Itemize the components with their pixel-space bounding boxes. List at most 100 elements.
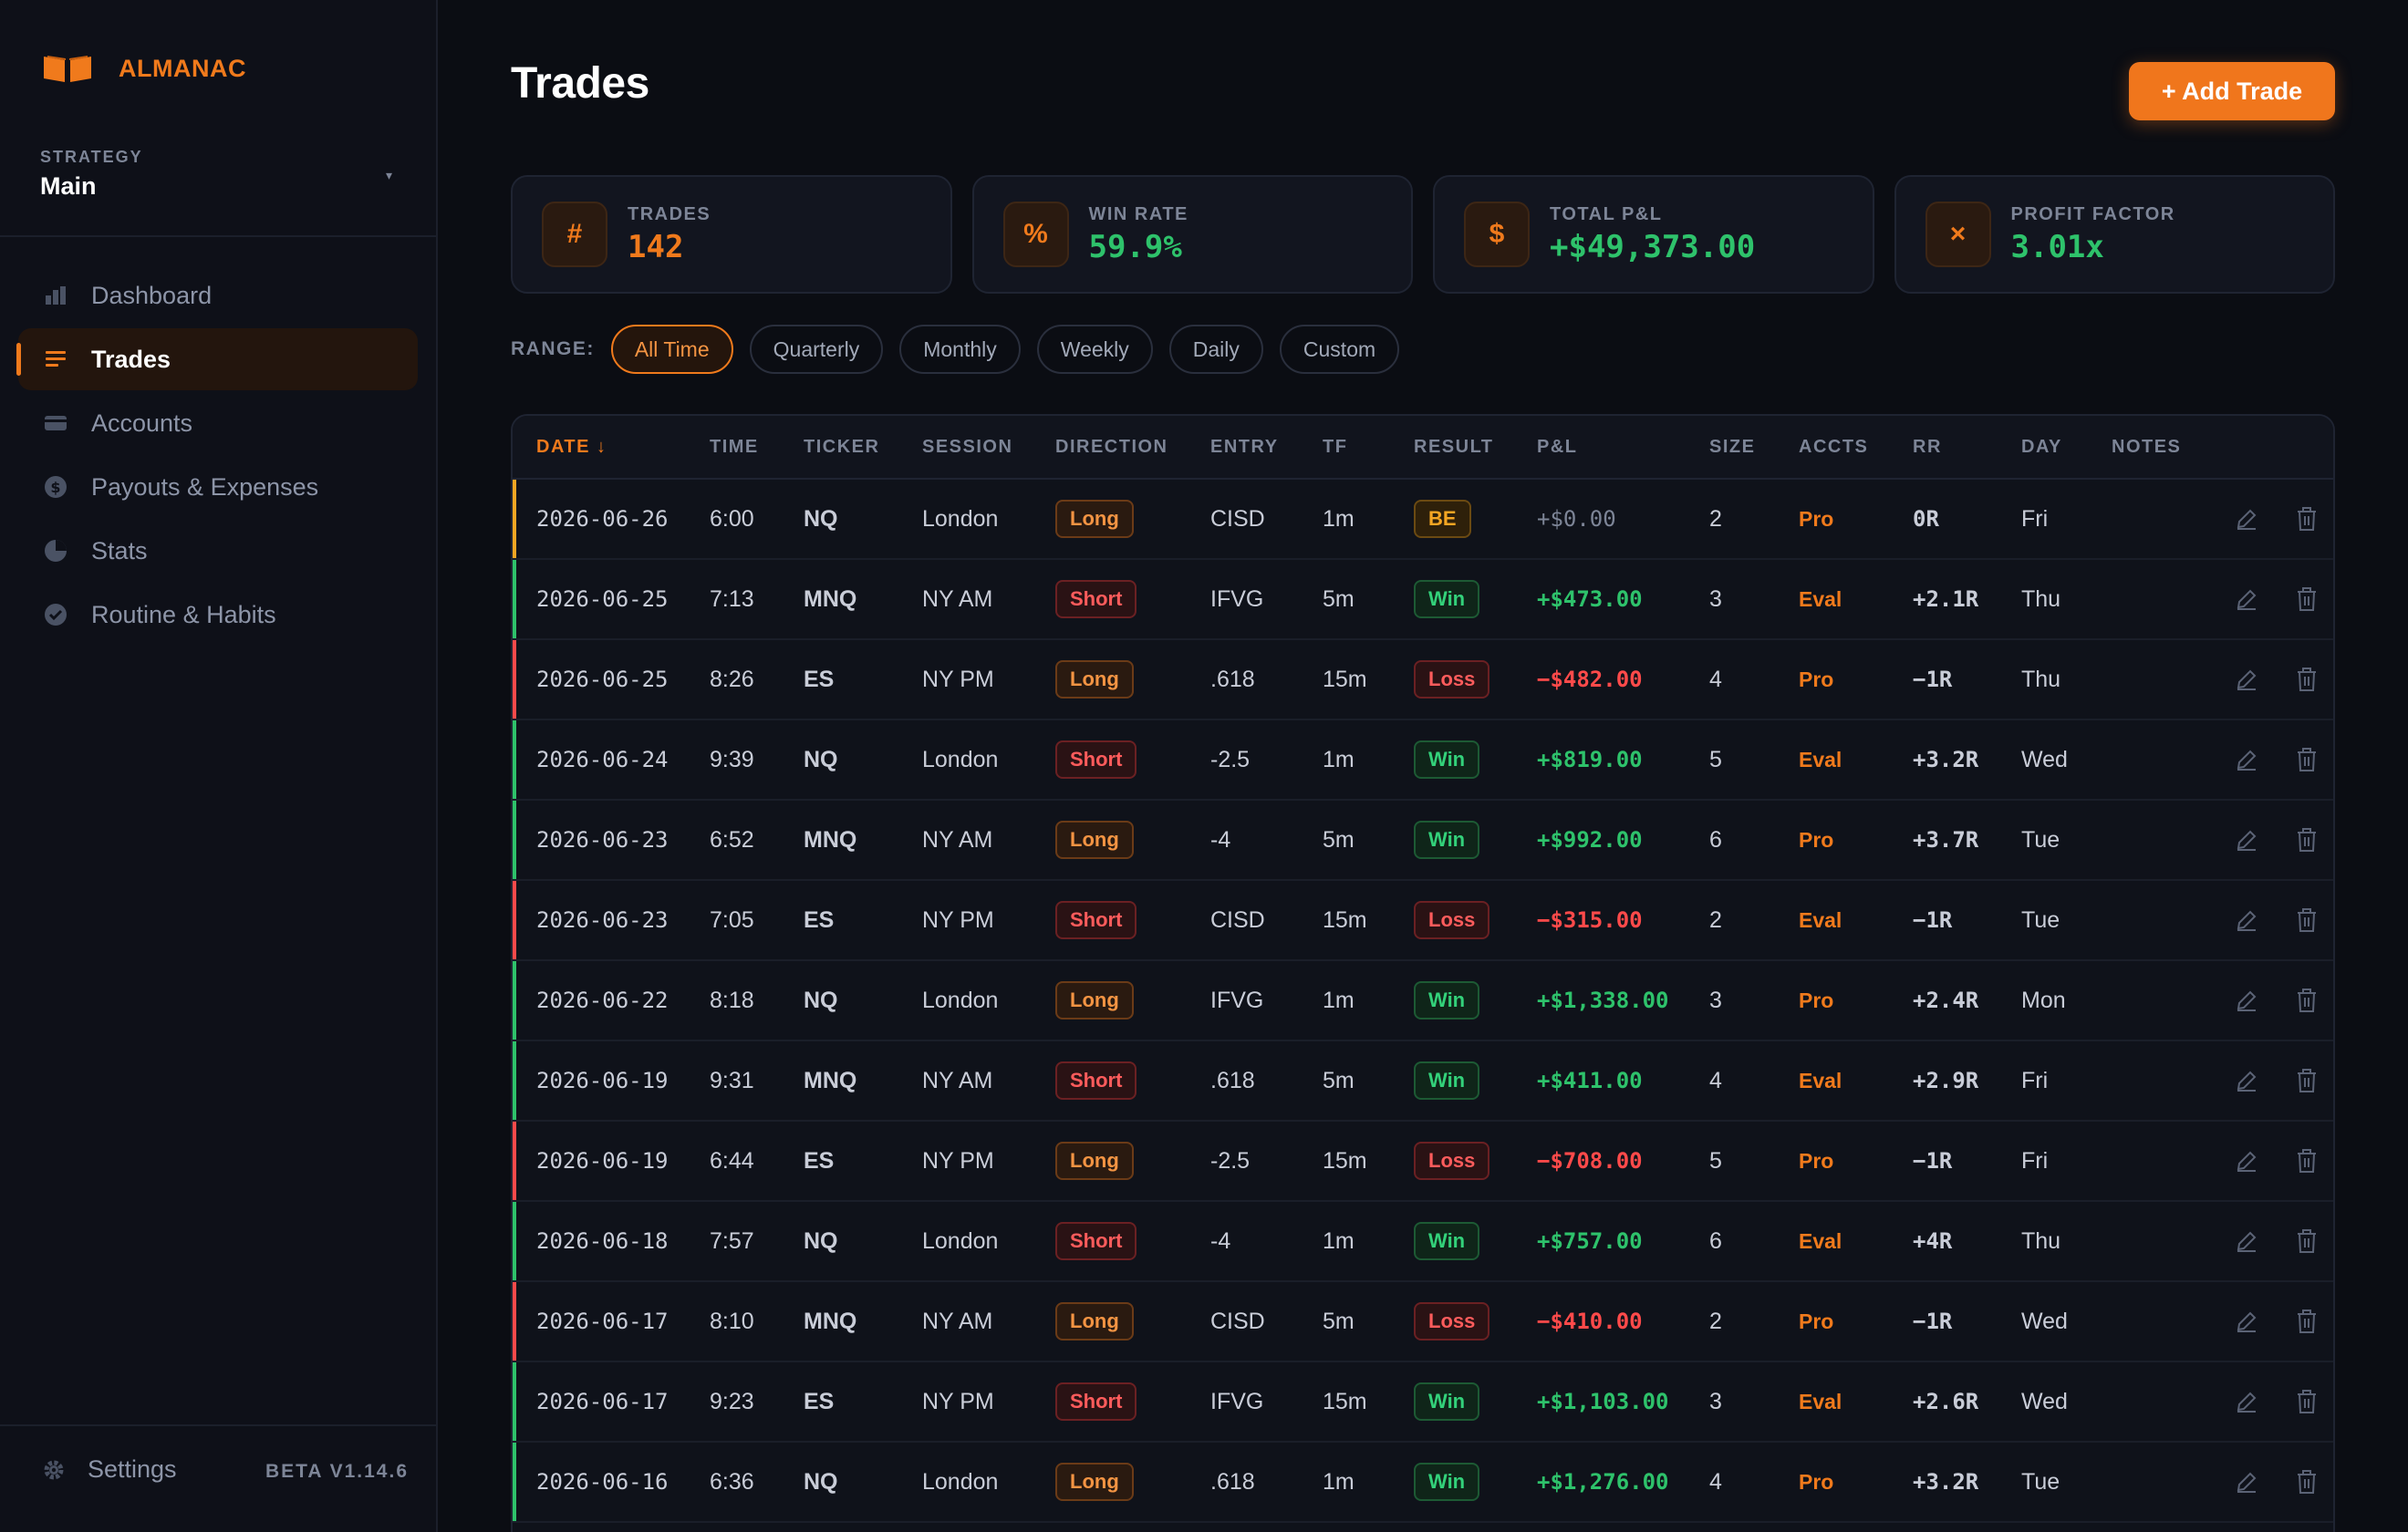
cell-date: 2026-06-25 <box>536 586 669 612</box>
table-row[interactable]: 2026-06-22 8:18 NQ London Long IFVG 1m W… <box>513 961 2333 1041</box>
cell-result: Win <box>1390 1061 1513 1100</box>
table-row[interactable]: 2026-06-25 8:26 ES NY PM Long .618 15m L… <box>513 640 2333 720</box>
cell-size: 4 <box>1709 1468 1722 1495</box>
trash-icon[interactable] <box>2293 1308 2320 1335</box>
cell-rr: −1R <box>1913 1148 1953 1174</box>
edit-pencil-icon[interactable] <box>2233 666 2260 693</box>
column-header-day[interactable]: DAY <box>2021 436 2062 457</box>
settings-link[interactable]: Settings <box>40 1455 177 1484</box>
trash-icon[interactable] <box>2293 585 2320 613</box>
cell-date: 2026-06-19 <box>536 1148 669 1174</box>
trash-icon[interactable] <box>2293 1147 2320 1175</box>
column-header-session[interactable]: SESSION <box>922 436 1013 457</box>
edit-pencil-icon[interactable] <box>2233 1308 2260 1335</box>
cell-rr: +2.9R <box>1913 1068 1979 1093</box>
table-row[interactable]: 2026-06-19 9:31 MNQ NY AM Short .618 5m … <box>513 1041 2333 1122</box>
row-actions <box>2233 826 2333 854</box>
trash-icon[interactable] <box>2293 1067 2320 1094</box>
edit-pencil-icon[interactable] <box>2233 1468 2260 1496</box>
sidebar-item-accounts[interactable]: Accounts <box>18 392 418 454</box>
cell-pnl: −$315.00 <box>1537 907 1643 933</box>
table-row[interactable]: 2026-06-17 9:23 ES NY PM Short IFVG 15m … <box>513 1362 2333 1443</box>
table-row[interactable]: 2026-06-26 6:00 NQ London Long CISD 1m B… <box>513 480 2333 560</box>
cell-result: Win <box>1390 981 1513 1020</box>
column-header-time[interactable]: TIME <box>710 436 759 457</box>
cell-date: 2026-06-23 <box>536 907 669 933</box>
range-weekly-button[interactable]: Weekly <box>1036 325 1153 374</box>
brand[interactable]: ALMANAC <box>42 53 246 84</box>
sidebar-item-routine[interactable]: Routine & Habits <box>18 584 418 646</box>
cell-ticker: MNQ <box>804 1067 857 1093</box>
edit-pencil-icon[interactable] <box>2233 746 2260 773</box>
strategy-selector[interactable]: STRATEGY Main ▾ <box>40 148 401 201</box>
add-trade-button[interactable]: + Add Trade <box>2129 62 2335 120</box>
edit-pencil-icon[interactable] <box>2233 505 2260 533</box>
column-header-size[interactable]: SIZE <box>1709 436 1756 457</box>
edit-pencil-icon[interactable] <box>2233 1388 2260 1415</box>
edit-pencil-icon[interactable] <box>2233 1067 2260 1094</box>
table-row[interactable]: 2026-06-25 7:13 MNQ NY AM Short IFVG 5m … <box>513 560 2333 640</box>
column-header-tf[interactable]: TF <box>1323 436 1348 457</box>
range-quarterly-button[interactable]: Quarterly <box>749 325 884 374</box>
cell-rr: +3.2R <box>1913 1469 1979 1495</box>
cell-direction: Short <box>1032 740 1187 779</box>
sidebar-item-stats[interactable]: Stats <box>18 520 418 582</box>
column-header-result[interactable]: RESULT <box>1414 436 1494 457</box>
trash-icon[interactable] <box>2293 1468 2320 1496</box>
edit-pencil-icon[interactable] <box>2233 1147 2260 1175</box>
table-row[interactable]: 2026-06-18 7:57 NQ London Short -4 1m Wi… <box>513 1202 2333 1282</box>
cell-accts: Eval <box>1799 1389 1842 1413</box>
edit-pencil-icon[interactable] <box>2233 906 2260 934</box>
sidebar-item-payouts[interactable]: $ Payouts & Expenses <box>18 456 418 518</box>
sidebar-item-dashboard[interactable]: Dashboard <box>18 264 418 326</box>
cell-session: London <box>922 987 999 1013</box>
sidebar-item-trades[interactable]: Trades <box>16 328 418 390</box>
column-header-notes[interactable]: NOTES <box>2112 436 2182 457</box>
trash-icon[interactable] <box>2293 906 2320 934</box>
range-all-time-button[interactable]: All Time <box>610 325 733 374</box>
column-header-direction[interactable]: DIRECTION <box>1055 436 1168 457</box>
cell-time: 7:57 <box>710 1227 754 1254</box>
column-header-ticker[interactable]: TICKER <box>804 436 880 457</box>
cell-rr: +2.6R <box>1913 1389 1979 1414</box>
trash-icon[interactable] <box>2293 987 2320 1014</box>
trash-icon[interactable] <box>2293 1388 2320 1415</box>
column-header-pnl[interactable]: P&L <box>1537 436 1578 457</box>
row-actions <box>2233 906 2333 934</box>
column-header-date[interactable]: DATE ↓ <box>536 436 607 457</box>
column-header-rr[interactable]: RR <box>1913 436 1942 457</box>
edit-pencil-icon[interactable] <box>2233 987 2260 1014</box>
column-header-accts[interactable]: ACCTS <box>1799 436 1869 457</box>
trash-icon[interactable] <box>2293 746 2320 773</box>
cell-size: 6 <box>1709 826 1722 853</box>
dollar-circle-icon: $ <box>42 473 69 501</box>
edit-pencil-icon[interactable] <box>2233 585 2260 613</box>
cell-ticker: MNQ <box>804 1308 857 1334</box>
table-row[interactable]: 2026-06-16 6:36 NQ London Long .618 1m W… <box>513 1443 2333 1523</box>
cell-date: 2026-06-22 <box>536 988 669 1013</box>
range-daily-button[interactable]: Daily <box>1168 325 1263 374</box>
row-actions <box>2233 1067 2333 1094</box>
trash-icon[interactable] <box>2293 666 2320 693</box>
column-header-entry[interactable]: ENTRY <box>1210 436 1279 457</box>
trash-icon[interactable] <box>2293 505 2320 533</box>
table-row[interactable]: 2026-06-17 8:10 MNQ NY AM Long CISD 5m L… <box>513 1282 2333 1362</box>
cell-pnl: +$1,338.00 <box>1537 988 1669 1013</box>
table-row[interactable]: 2026-06-23 6:52 MNQ NY AM Long -4 5m Win… <box>513 801 2333 881</box>
cell-ticker: NQ <box>804 1227 838 1254</box>
trash-icon[interactable] <box>2293 1227 2320 1255</box>
trash-icon[interactable] <box>2293 826 2320 854</box>
table-row[interactable]: 2026-06-24 9:39 NQ London Short -2.5 1m … <box>513 720 2333 801</box>
cell-result: Loss <box>1390 1302 1513 1340</box>
range-custom-button[interactable]: Custom <box>1279 325 1400 374</box>
edit-pencil-icon[interactable] <box>2233 826 2260 854</box>
table-row[interactable]: 2026-06-23 7:05 ES NY PM Short CISD 15m … <box>513 881 2333 961</box>
table-row[interactable]: 2026-06-19 6:44 ES NY PM Long -2.5 15m L… <box>513 1122 2333 1202</box>
result-badge: Win <box>1414 580 1480 618</box>
cell-tf: 5m <box>1323 826 1354 853</box>
direction-badge: Short <box>1055 580 1137 618</box>
edit-pencil-icon[interactable] <box>2233 1227 2260 1255</box>
range-monthly-button[interactable]: Monthly <box>899 325 1021 374</box>
cell-time: 6:52 <box>710 826 754 853</box>
direction-badge: Long <box>1055 981 1134 1020</box>
